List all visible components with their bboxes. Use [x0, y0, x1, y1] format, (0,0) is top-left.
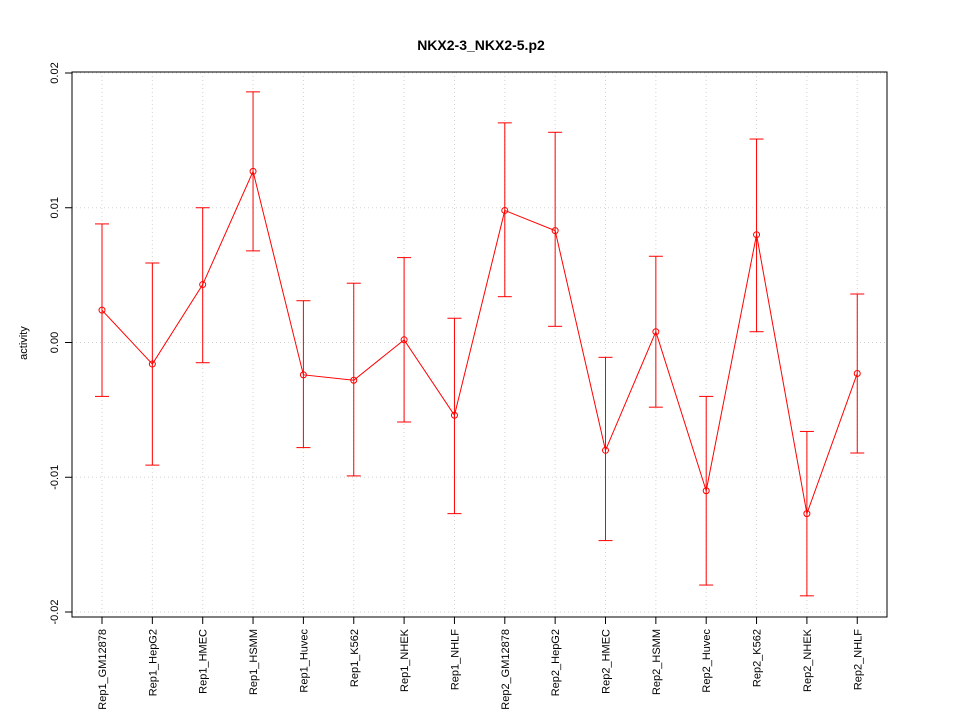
data-point [98, 306, 106, 314]
x-tick-label: Rep1_HSMM [248, 629, 260, 695]
y-tick-label: 0.02 [49, 62, 61, 83]
chart-title: NKX2-3_NKX2-5.p2 [417, 37, 545, 53]
x-tick-label: Rep2_NHLF [852, 629, 864, 690]
x-tick-label: Rep1_HepG2 [147, 629, 159, 696]
data-point [753, 231, 761, 239]
y-tick-label: 0.00 [49, 332, 61, 353]
x-tick-label: Rep1_HMEC [198, 629, 210, 694]
data-point [602, 446, 609, 454]
data-point [350, 376, 358, 384]
data-point [148, 360, 156, 368]
x-tick-label: Rep1_NHEK [399, 628, 411, 692]
series-line [101, 169, 858, 516]
error-bars [95, 91, 865, 597]
x-tick-label: Rep2_NHEK [802, 628, 814, 692]
data-point [249, 167, 257, 175]
data-point [450, 411, 458, 419]
x-axis: Rep1_GM12878 Rep1_HepG2 Rep1_HMEC Rep1_HSMM… [97, 617, 864, 710]
x-tick-label: Rep1_K562 [349, 629, 361, 687]
data-point [501, 206, 509, 214]
x-tick-label: Rep2_Huvec [701, 629, 713, 693]
y-axis: -0.02 -0.01 0.00 0.01 0.02 [49, 62, 72, 625]
data-point [803, 510, 811, 518]
y-tick-label: -0.01 [49, 465, 61, 490]
x-tick-label: Rep2_K562 [752, 629, 764, 687]
x-tick-label: Rep1_Huvec [298, 629, 310, 693]
data-point [853, 369, 861, 377]
data-point [551, 227, 559, 235]
x-tick-label: Rep1_NHLF [449, 629, 461, 690]
x-tick-label: Rep1_GM12878 [97, 629, 109, 710]
y-tick-label: -0.02 [49, 599, 61, 624]
data-point [299, 371, 307, 379]
plot-frame [71, 71, 888, 618]
data-point [702, 487, 710, 495]
series [98, 167, 861, 518]
data-point [199, 281, 207, 289]
x-tick-label: Rep2_HepG2 [550, 629, 562, 696]
data-point [652, 328, 660, 336]
x-tick-label: Rep2_HMEC [601, 629, 613, 694]
y-axis-label: activity [18, 326, 30, 360]
grid [72, 72, 887, 617]
x-tick-label: Rep2_GM12878 [500, 629, 512, 710]
data-point [400, 336, 408, 344]
y-tick-label: 0.01 [49, 197, 61, 218]
x-tick-label: Rep2_HSMM [651, 629, 663, 695]
